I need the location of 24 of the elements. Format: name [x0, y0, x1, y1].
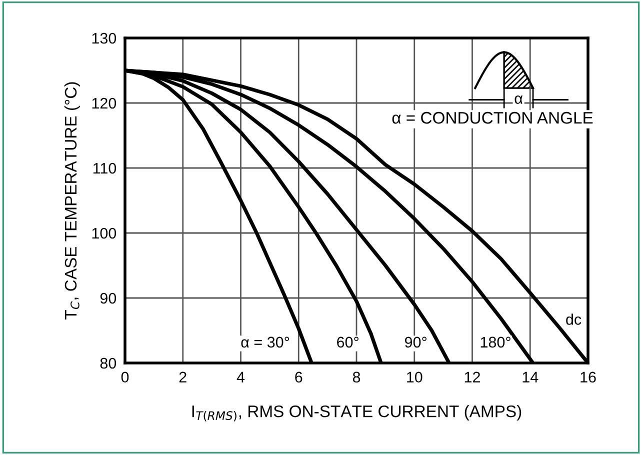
y-tick-label: 80	[100, 358, 116, 369]
annotation: α = CONDUCTION ANGLE	[392, 112, 593, 124]
x-tick-label: 8	[352, 372, 360, 383]
series-label: 180°	[480, 336, 510, 348]
x-tick-label: 4	[236, 372, 245, 382]
series-label: dc	[566, 314, 582, 325]
series-label: 90°	[405, 336, 426, 348]
y-tick-label: 100	[92, 228, 116, 239]
x-tick-label: 0	[121, 372, 129, 383]
x-tick-label: 12	[464, 372, 480, 382]
y-tick-label: 130	[92, 32, 116, 44]
y-tick-label: 110	[93, 162, 116, 174]
x-tick-label: 6	[295, 372, 302, 383]
y-tick-label: 120	[92, 98, 116, 109]
x-axis-title: I$_{T(RMS)}$, RMS ON-STATE CURRENT (AMPS)	[192, 405, 522, 422]
x-tick-label: 2	[179, 372, 186, 382]
y-tick-label: 90	[100, 292, 116, 304]
x-tick-label: 14	[522, 372, 538, 382]
series-label: α = 30°	[241, 336, 290, 348]
y-axis-title: T$_{C}$, CASE TEMPERATURE (°C)	[64, 82, 80, 320]
x-tick-label: 10	[407, 372, 422, 383]
x-tick-label: 16	[580, 372, 596, 383]
annotation: α	[514, 95, 523, 104]
series-label: 60°	[337, 336, 358, 348]
